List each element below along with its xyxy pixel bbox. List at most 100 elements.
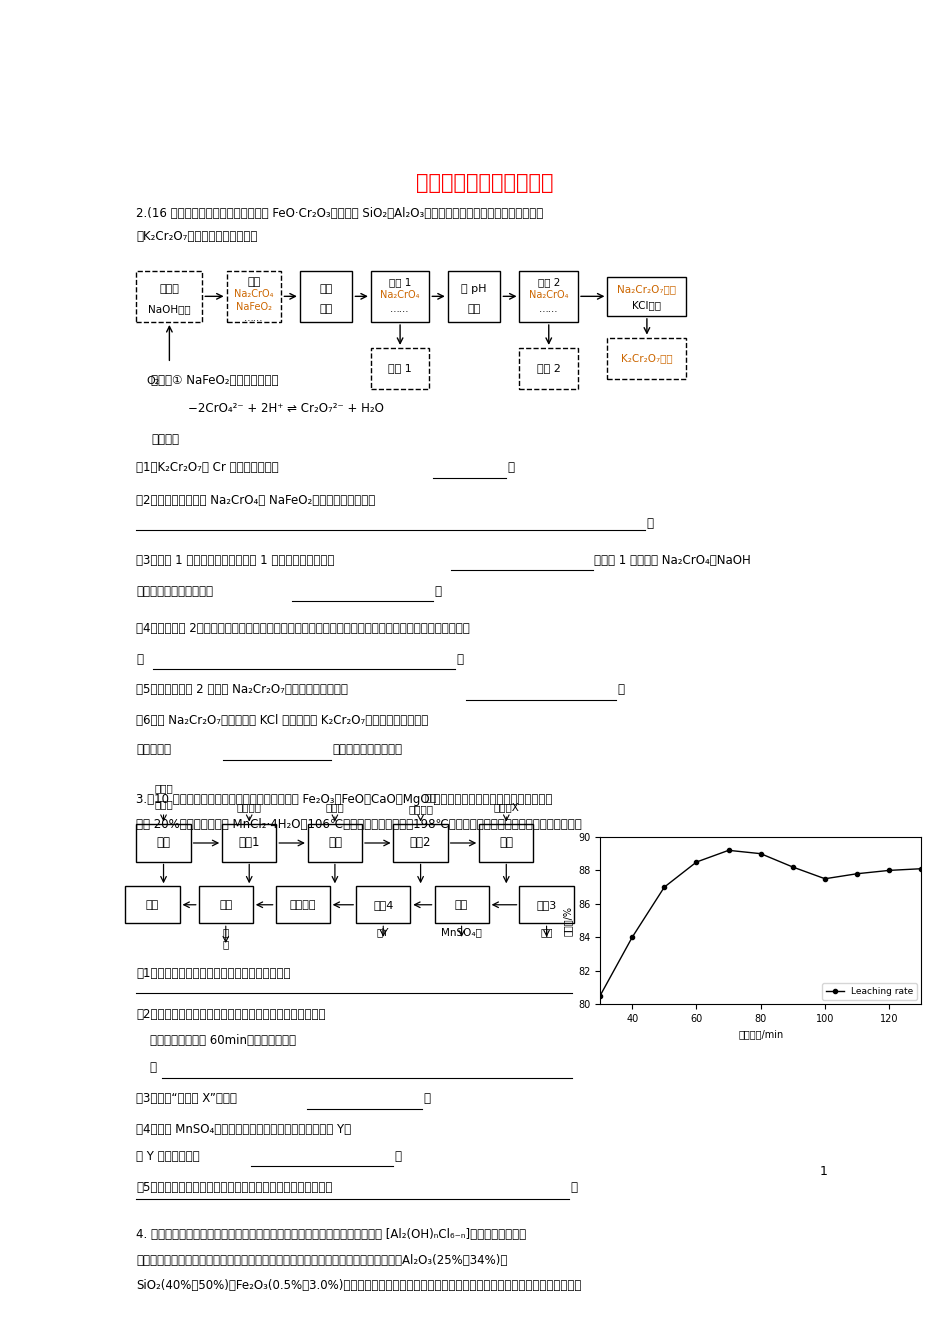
Bar xyxy=(519,886,573,924)
Text: 。: 。 xyxy=(647,516,653,529)
Bar xyxy=(479,825,532,861)
Text: 是: 是 xyxy=(149,1062,157,1074)
Text: 浓缩结晶: 浓缩结晶 xyxy=(289,900,315,909)
Text: 外，还含有（填化学式）: 外，还含有（填化学式） xyxy=(136,584,213,598)
Text: 约为 20%）与菱锰矿制备 MnCl₂·4H₂O（106℃时失去一分子结晶水，198℃时失去全部结晶水），部分工艺流程如下：: 约为 20%）与菱锰矿制备 MnCl₂·4H₂O（106℃时失去一分子结晶水，1… xyxy=(136,818,582,832)
Text: ……: …… xyxy=(244,313,263,324)
Bar xyxy=(227,270,281,322)
Bar xyxy=(519,348,578,389)
Text: 产品: 产品 xyxy=(145,900,159,909)
Text: 调 pH: 调 pH xyxy=(461,283,486,294)
Text: 液: 液 xyxy=(223,939,228,949)
Text: 已知：① NaFeO₂遇水强烈水解。: 已知：① NaFeO₂遇水强烈水解。 xyxy=(151,373,278,386)
Text: Na₂CrO₄: Na₂CrO₄ xyxy=(379,290,419,301)
Text: 净化: 净化 xyxy=(454,900,467,909)
Bar xyxy=(370,270,429,322)
Text: （5）浓缩结晶时，必须一出现晶膜就立刻停止加热，其原因是: （5）浓缩结晶时，必须一出现晶膜就立刻停止加热，其原因是 xyxy=(136,1181,332,1194)
Bar xyxy=(370,348,429,389)
Text: （3）图中“净化剂 X”可能是: （3）图中“净化剂 X”可能是 xyxy=(136,1092,237,1106)
Text: NaOH固体: NaOH固体 xyxy=(148,305,191,314)
Text: 氧化剂: 氧化剂 xyxy=(325,802,344,812)
Bar xyxy=(198,886,253,924)
Text: 滤液 2: 滤液 2 xyxy=(537,277,560,287)
Text: 。: 。 xyxy=(394,1150,401,1163)
Text: 。: 。 xyxy=(507,461,514,475)
Text: 化学工业流程题专项训练: 化学工业流程题专项训练 xyxy=(415,172,552,193)
Text: 。: 。 xyxy=(434,584,441,598)
Bar xyxy=(356,886,410,924)
Text: 净化: 净化 xyxy=(498,837,513,849)
Text: 3.（10 分）菱锰矿的主要成分是碳酸锰，还含有 Fe₂O₃、FeO、CaO、MgO 等成分。某化工厂用废盐酸（质量分数: 3.（10 分）菱锰矿的主要成分是碳酸锰，还含有 Fe₂O₃、FeO、CaO、M… xyxy=(136,793,552,806)
Text: Na₂Cr₂O₇溶液: Na₂Cr₂O₇溶液 xyxy=(616,285,676,294)
Text: （5）写出由滤液 2 转化为 Na₂Cr₂O₇溶液应采取的措施是: （5）写出由滤液 2 转化为 Na₂Cr₂O₇溶液应采取的措施是 xyxy=(136,683,348,697)
Text: 。: 。 xyxy=(617,683,624,697)
Bar xyxy=(276,886,329,924)
Text: 过滤: 过滤 xyxy=(319,305,332,314)
Bar xyxy=(607,337,685,378)
Bar xyxy=(519,270,578,322)
Text: Na₂CrO₄: Na₂CrO₄ xyxy=(529,290,568,301)
Text: 盐 Y 的主要成分是: 盐 Y 的主要成分是 xyxy=(136,1150,200,1163)
Text: 2.(16 分）铬铁矿的主要成分可表示为 FeO·Cr₂O₃，还含有 SiO₂、Al₂O₃等杂质，以铬铁矿为原料制备重铬酸钾: 2.(16 分）铬铁矿的主要成分可表示为 FeO·Cr₂O₃，还含有 SiO₂、… xyxy=(136,207,543,219)
Text: 采用的浸取时间是 60min，其可能的原因: 采用的浸取时间是 60min，其可能的原因 xyxy=(149,1035,295,1047)
Text: 过滤1: 过滤1 xyxy=(238,837,260,849)
Text: （2）酸浸取时，浸出时间对浸出率的影响如右图所示，工业: （2）酸浸取时，浸出时间对浸出率的影响如右图所示，工业 xyxy=(136,1008,326,1020)
Text: 1: 1 xyxy=(818,1165,826,1178)
Text: 。: 。 xyxy=(423,1092,430,1106)
Bar xyxy=(222,825,276,861)
Text: 水浸: 水浸 xyxy=(319,283,332,294)
Text: 脉石弃渣: 脉石弃渣 xyxy=(236,802,261,812)
Text: 溶液水解聚凝法制碱式氯化铝。其制备原料为分布广、价格廉的高岭土，化学组成为：Al₂O₃(25%～34%)、: 溶液水解聚凝法制碱式氯化铝。其制备原料为分布广、价格廉的高岭土，化学组成为：Al… xyxy=(136,1254,507,1266)
Text: K₂Cr₂O₇晶体: K₂Cr₂O₇晶体 xyxy=(620,353,672,364)
Text: 酸浸: 酸浸 xyxy=(157,837,170,849)
Bar xyxy=(393,825,447,861)
Text: 请回答：: 请回答： xyxy=(151,433,179,447)
Text: 净化: 净化 xyxy=(328,837,342,849)
Text: 菱锰矿: 菱锰矿 xyxy=(154,783,173,794)
Text: 过滤: 过滤 xyxy=(467,305,480,314)
Bar xyxy=(447,270,500,322)
Text: （6）向 Na₂Cr₂O₇溶液中加入 KCl 固体，获得 K₂Cr₂O₇晶体的操作依次是：: （6）向 Na₂Cr₂O₇溶液中加入 KCl 固体，获得 K₂Cr₂O₇晶体的操… xyxy=(136,714,429,727)
Text: ……: …… xyxy=(538,305,558,314)
Text: （3）滤渣 1 为红褐色的固体，滤渣 1 的成分是（填名称）: （3）滤渣 1 为红褐色的固体，滤渣 1 的成分是（填名称） xyxy=(136,554,334,567)
Text: 滤液 1: 滤液 1 xyxy=(389,277,411,287)
Text: O₂: O₂ xyxy=(145,376,159,385)
Text: （4）加入 MnSO₄后控制实验条件析出某种杂质离子的盐 Y，: （4）加入 MnSO₄后控制实验条件析出某种杂质离子的盐 Y， xyxy=(136,1123,351,1136)
Text: 弃液: 弃液 xyxy=(424,792,436,802)
Text: （2）煅烧铬铁矿生成 Na₂CrO₄和 NaFeO₂反应的化学方程式是: （2）煅烧铬铁矿生成 Na₂CrO₄和 NaFeO₂反应的化学方程式是 xyxy=(136,493,376,507)
Text: 盐Y: 盐Y xyxy=(377,928,389,937)
Text: 滤渣 1: 滤渣 1 xyxy=(388,364,412,373)
Text: 滤渣 2: 滤渣 2 xyxy=(536,364,560,373)
Text: 过滤3: 过滤3 xyxy=(536,900,556,909)
Y-axis label: 浸出率/%: 浸出率/% xyxy=(562,905,572,936)
Text: 4. 聚合氯化铝是一种新型、高效絮凝剂和净水剂，其单体是液态的碱式氯化铝 [Al₂(OH)ₙCl₆₋ₙ]。本实验采用铝盐: 4. 聚合氯化铝是一种新型、高效絮凝剂和净水剂，其单体是液态的碱式氯化铝 [Al… xyxy=(136,1227,526,1241)
Bar xyxy=(299,270,352,322)
Text: （1）K₂Cr₂O₇中 Cr 元素的化合价是: （1）K₂Cr₂O₇中 Cr 元素的化合价是 xyxy=(136,461,278,475)
Text: 分离: 分离 xyxy=(219,900,232,909)
Text: 钙盐: 钙盐 xyxy=(540,928,552,937)
Text: 废盐酸: 废盐酸 xyxy=(154,800,173,809)
Text: Na₂CrO₄: Na₂CrO₄ xyxy=(234,289,274,299)
Text: 。: 。 xyxy=(569,1181,577,1194)
Text: 氢氧化铁: 氢氧化铁 xyxy=(408,804,432,814)
Bar xyxy=(136,825,191,861)
Bar xyxy=(136,270,202,322)
Bar xyxy=(308,825,362,861)
Text: 、过滤、洗涤、干燥。: 、过滤、洗涤、干燥。 xyxy=(331,743,401,757)
Text: NaFeO₂: NaFeO₂ xyxy=(236,302,272,312)
Text: 净化剂X: 净化剂X xyxy=(493,802,518,812)
Text: 加热浓缩、: 加热浓缩、 xyxy=(136,743,171,757)
Text: 。: 。 xyxy=(456,652,463,666)
Text: 过滤4: 过滤4 xyxy=(373,900,393,909)
Text: −2CrO₄²⁻ + 2H⁺ ⇌ Cr₂O₇²⁻ + H₂O: −2CrO₄²⁻ + 2H⁺ ⇌ Cr₂O₇²⁻ + H₂O xyxy=(188,402,383,416)
Text: KCl固体: KCl固体 xyxy=(632,301,661,310)
Text: 煅烧: 煅烧 xyxy=(247,277,261,287)
Text: （4）利用滤渣 2，可制得两种氧化物，其中一种氧化物经电解冶炼可获得金属，该电解反应的化学方程式: （4）利用滤渣 2，可制得两种氧化物，其中一种氧化物经电解冶炼可获得金属，该电解… xyxy=(136,622,470,635)
Text: ，滤液 1 的成分除 Na₂CrO₄、NaOH: ，滤液 1 的成分除 Na₂CrO₄、NaOH xyxy=(594,554,750,567)
X-axis label: 浸出时间/min: 浸出时间/min xyxy=(737,1029,783,1039)
Legend: Leaching rate: Leaching rate xyxy=(821,983,916,1000)
Bar xyxy=(126,886,179,924)
Bar xyxy=(434,886,488,924)
Text: （1）盐酸与菱锰矿中碳酸锰反应的化学方程式为: （1）盐酸与菱锰矿中碳酸锰反应的化学方程式为 xyxy=(136,967,291,980)
Text: （K₂Cr₂O₇）的过程如下图所示。: （K₂Cr₂O₇）的过程如下图所示。 xyxy=(136,230,258,243)
